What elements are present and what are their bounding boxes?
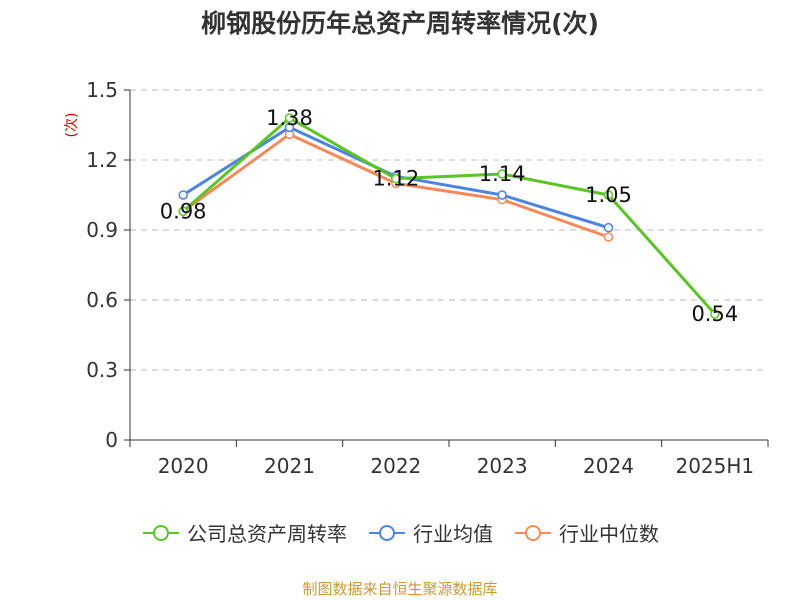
legend-label-industry-mean: 行业均值 — [413, 522, 493, 546]
x-tick-label: 2022 — [370, 454, 421, 478]
data-point-0 — [603, 190, 614, 200]
data-point-2 — [603, 232, 614, 242]
y-axis-label: (次) — [64, 113, 80, 138]
legend-marker-industry-median — [515, 524, 551, 541]
data-label: 1.14 — [479, 162, 526, 186]
grid-lines — [130, 89, 768, 371]
legend-item-industry-mean[interactable]: 行业均值 — [367, 518, 493, 547]
legend-item-company[interactable]: 公司总资产周转率 — [141, 518, 347, 547]
axes: 0 0.3 0.6 0.9 1.2 1.5 2020 2021 2022 2023 2024 2025… — [86, 78, 769, 478]
data-labels: 0.98 1.38 1.12 1.14 1.05 0.54 — [160, 106, 738, 326]
data-label: 1.12 — [372, 167, 419, 191]
chart-title: 柳钢股份历年总资产周转率情况(次) — [201, 9, 599, 38]
y-tick-label: 0.6 — [86, 288, 118, 312]
x-tick-label: 2025H1 — [675, 454, 754, 478]
data-label: 1.38 — [266, 106, 313, 130]
data-point-1 — [603, 222, 614, 233]
data-point-0 — [284, 113, 295, 123]
series-group — [178, 113, 720, 319]
data-point-0 — [178, 206, 188, 217]
data-point-0 — [391, 173, 401, 184]
x-tick-label: 2020 — [158, 454, 209, 478]
y-tick-label: 1.5 — [86, 78, 118, 102]
x-tick-label: 2024 — [583, 454, 634, 478]
y-tick-label: 0.3 — [86, 358, 118, 382]
data-point-1 — [497, 190, 507, 200]
legend-marker-industry-mean — [369, 524, 405, 541]
y-tick-label: 0 — [105, 428, 118, 452]
x-tick-label: 2023 — [477, 454, 528, 478]
y-tick-label: 0.9 — [86, 218, 118, 242]
data-point-1 — [178, 190, 188, 200]
legend-label-company: 公司总资产周转率 — [187, 522, 347, 546]
y-tick-label: 1.2 — [86, 148, 118, 172]
legend-label-industry-median: 行业中位数 — [559, 522, 659, 546]
x-tick-label: 2021 — [264, 454, 315, 478]
data-point-1 — [284, 122, 295, 133]
data-source: 制图数据来自恒生聚源数据库 — [302, 580, 498, 598]
data-label: 1.05 — [585, 183, 632, 207]
data-point-0 — [497, 169, 507, 179]
legend-item-industry-median[interactable]: 行业中位数 — [513, 518, 659, 547]
data-label: 0.54 — [691, 302, 738, 326]
legend: 公司总资产周转率 行业均值 行业中位数 — [0, 518, 800, 547]
data-point-0 — [710, 309, 720, 319]
legend-marker-company — [143, 524, 179, 541]
data-label: 0.98 — [160, 199, 207, 223]
series-line-0 — [182, 116, 716, 315]
